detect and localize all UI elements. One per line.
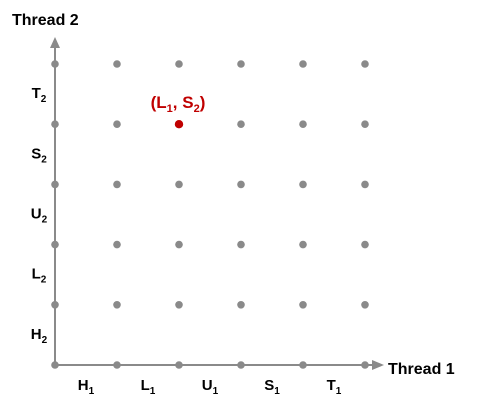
grid-point: [51, 120, 59, 128]
grid-point: [175, 361, 183, 369]
y-instruction-label: L2: [32, 266, 47, 286]
grid-point: [361, 301, 369, 309]
grid-point: [299, 301, 307, 309]
grid-point: [175, 240, 183, 249]
grid-point: [113, 301, 121, 309]
y-axis-arrow-icon: [50, 37, 60, 48]
grid-point: [113, 361, 121, 369]
grid-point: [237, 180, 245, 189]
axes: [50, 37, 384, 370]
instruction-labels: H1 L1 U1 S1 T1 H2 L2 U2 S2 T2: [31, 85, 342, 397]
highlight-label: (L1, S2): [151, 93, 206, 115]
grid-point: [175, 180, 183, 189]
x-instruction-label: U1: [202, 377, 219, 397]
grid-point: [51, 180, 59, 189]
grid-point: [175, 60, 183, 68]
grid-point: [113, 240, 121, 249]
y-instruction-label: H2: [31, 326, 48, 346]
grid-point: [237, 60, 245, 68]
y-instruction-label: U2: [31, 206, 48, 226]
grid-point: [361, 120, 369, 128]
grid-point: [237, 361, 245, 369]
grid-point: [299, 240, 307, 249]
x-instruction-label: H1: [78, 377, 95, 397]
y-axis-title: Thread 2: [12, 12, 79, 29]
y-instruction-label: T2: [32, 85, 47, 105]
x-instruction-label: T1: [327, 377, 342, 397]
grid-point: [299, 361, 307, 369]
grid-point: [237, 240, 245, 249]
grid-point: [51, 240, 59, 249]
highlight: (L1, S2): [151, 93, 206, 129]
grid-point: [51, 60, 59, 68]
x-instruction-label: L1: [141, 377, 156, 397]
grid-point: [361, 240, 369, 249]
grid-point: [113, 120, 121, 128]
x-axis-arrow-icon: [372, 360, 384, 370]
grid-point: [175, 301, 183, 309]
grid-point: [237, 301, 245, 309]
grid-point: [361, 361, 369, 369]
grid-points: [51, 60, 369, 369]
grid-point: [361, 60, 369, 68]
x-axis-title: Thread 1: [388, 361, 455, 378]
grid-point: [299, 180, 307, 189]
grid-point: [113, 180, 121, 189]
y-instruction-label: S2: [31, 145, 47, 165]
highlight-point: [174, 120, 184, 129]
grid-point: [237, 120, 245, 128]
grid-point: [113, 60, 121, 68]
grid-point: [299, 60, 307, 68]
grid-point: [361, 180, 369, 189]
grid-point: [51, 361, 59, 369]
x-instruction-label: S1: [264, 377, 280, 397]
grid-point: [51, 301, 59, 309]
grid-point: [299, 120, 307, 128]
